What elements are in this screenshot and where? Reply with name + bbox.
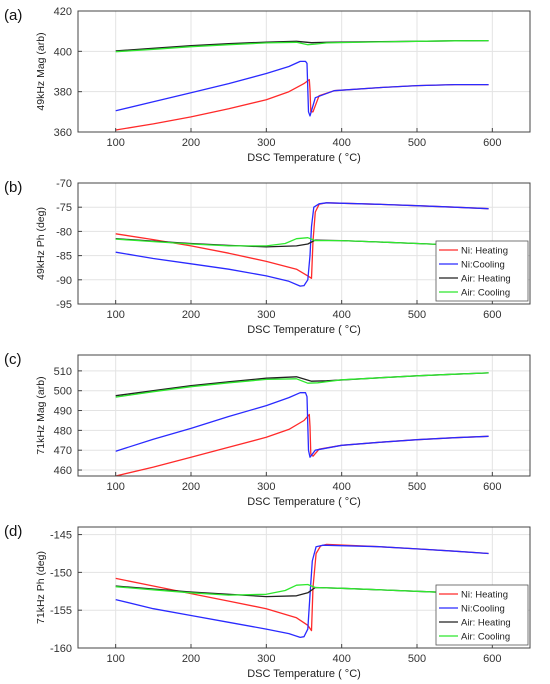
plot-area <box>78 11 530 132</box>
x-tick-label: 100 <box>106 137 124 149</box>
y-tick-label: -155 <box>50 605 72 617</box>
plot-area <box>78 355 530 476</box>
x-tick-label: 300 <box>257 653 275 665</box>
panel-label: (d) <box>4 523 22 540</box>
series-line-ni-cooling <box>115 544 489 639</box>
x-tick-label: 200 <box>182 309 200 321</box>
x-tick-label: 600 <box>483 309 501 321</box>
series-line-ni-cooling <box>115 202 489 287</box>
x-tick-label: 600 <box>483 137 501 149</box>
y-tick-label: -95 <box>56 299 72 311</box>
legend: Ni: Heating Ni:Cooling Air: Heating Air: Co… <box>435 240 529 302</box>
legend-entry: Air: Heating <box>461 618 511 629</box>
y-tick-label: 420 <box>54 6 72 18</box>
series-line-air-cooling <box>115 39 489 53</box>
chart-panel-a: 100 200 300 400 500 600 360 380 400 420 DSC Temper… <box>4 6 531 164</box>
y-axis-label: 71kHz Ph (deg) <box>35 551 47 624</box>
legend-entry: Ni: Heating <box>461 590 508 601</box>
y-tick-label: 470 <box>54 445 72 457</box>
series-line-air-cooling <box>115 237 489 247</box>
x-axis-label: DSC Temperature ( °C) <box>247 496 361 508</box>
x-tick-label: 200 <box>182 137 200 149</box>
y-tick-label: -80 <box>56 226 72 238</box>
y-axis-label: 71kHz Mag (arb) <box>35 376 47 454</box>
x-tick-label: 500 <box>408 309 426 321</box>
axes-frame <box>77 182 531 305</box>
axes-frame <box>77 526 531 649</box>
series-line-air-cooling <box>115 583 489 596</box>
y-tick-label: -70 <box>56 178 72 190</box>
x-tick-label: 100 <box>106 653 124 665</box>
y-tick-label: -150 <box>50 567 72 579</box>
y-tick-label: -160 <box>50 643 72 655</box>
x-tick-label: 400 <box>332 481 350 493</box>
y-tick-label: -90 <box>56 275 72 287</box>
y-tick-label: 460 <box>54 465 72 477</box>
axes-frame <box>77 354 531 477</box>
y-tick-label: 480 <box>54 425 72 437</box>
chart-panel-b: 100 200 300 400 500 600 -95 -90 -85 -80 -75 -70 DSC … <box>4 178 531 336</box>
y-axis-label: 49kHz Ph (deg) <box>35 207 47 280</box>
x-tick-label: 200 <box>182 481 200 493</box>
panel-label: (b) <box>4 179 22 196</box>
legend-box <box>435 584 529 646</box>
y-tick-label: -85 <box>56 251 72 263</box>
legend-entry: Ni:Cooling <box>461 604 505 615</box>
y-tick-label: 500 <box>54 386 72 398</box>
x-tick-label: 500 <box>408 653 426 665</box>
y-axis-label: 49kHz Mag (arb) <box>35 32 47 110</box>
legend-box <box>435 240 529 302</box>
panel-label: (c) <box>4 351 22 368</box>
y-tick-label: 380 <box>54 87 72 99</box>
legend-entry: Air: Cooling <box>461 632 510 643</box>
x-axis-label: DSC Temperature ( °C) <box>247 324 361 336</box>
x-tick-label: 500 <box>408 137 426 149</box>
chart-panel-c: 100 200 300 400 500 600 460 470 480 490 500 510 DSC … <box>4 351 531 508</box>
legend-entry: Ni:Cooling <box>461 260 505 271</box>
axes-frame <box>77 10 531 133</box>
legend-entry: Ni: Heating <box>461 246 508 257</box>
x-tick-label: 400 <box>332 309 350 321</box>
legend: Ni: Heating Ni:Cooling Air: Heating Air: Co… <box>435 584 529 646</box>
x-tick-label: 100 <box>106 309 124 321</box>
chart-panel-d: 100 200 300 400 500 600 -160 -155 -150 -145 DSC Te… <box>4 523 531 680</box>
legend-entry: Air: Cooling <box>461 288 510 299</box>
series-line-ni-cooling <box>115 392 489 458</box>
y-tick-label: 360 <box>54 127 72 139</box>
x-tick-label: 600 <box>483 481 501 493</box>
y-tick-label: 490 <box>54 406 72 418</box>
y-tick-label: -145 <box>50 530 72 542</box>
y-tick-label: 510 <box>54 366 72 378</box>
x-tick-label: 400 <box>332 137 350 149</box>
panel-label: (a) <box>4 7 22 24</box>
x-axis-label: DSC Temperature ( °C) <box>247 668 361 680</box>
x-tick-label: 400 <box>332 653 350 665</box>
x-tick-label: 600 <box>483 653 501 665</box>
x-tick-label: 300 <box>257 309 275 321</box>
series-line-ni-cooling <box>115 60 489 117</box>
x-tick-label: 500 <box>408 481 426 493</box>
series-line-air-cooling <box>115 372 489 398</box>
y-tick-label: 400 <box>54 46 72 58</box>
x-tick-label: 300 <box>257 137 275 149</box>
legend-entry: Air: Heating <box>461 274 511 285</box>
y-tick-label: -75 <box>56 202 72 214</box>
x-tick-label: 300 <box>257 481 275 493</box>
x-axis-label: DSC Temperature ( °C) <box>247 152 361 164</box>
x-tick-label: 100 <box>106 481 124 493</box>
x-tick-label: 200 <box>182 653 200 665</box>
